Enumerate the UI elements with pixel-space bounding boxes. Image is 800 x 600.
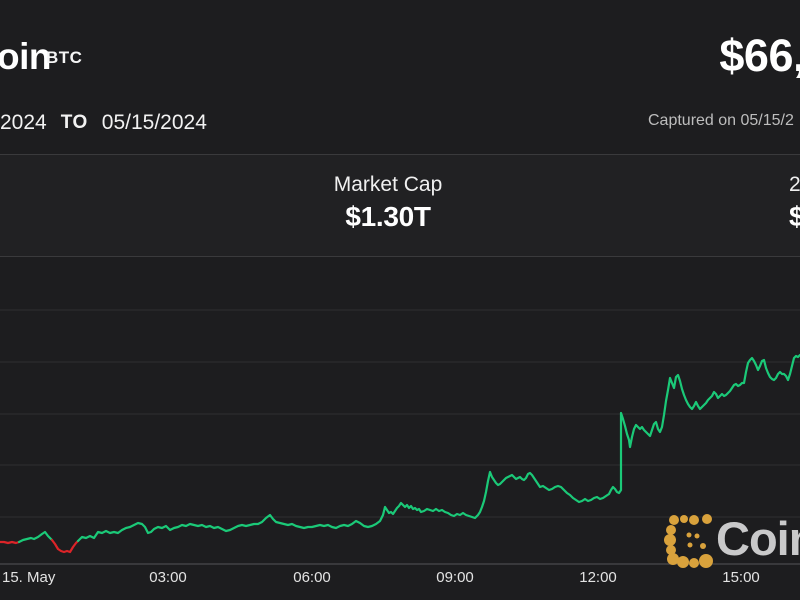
x-axis-label: 06:00 bbox=[293, 569, 331, 586]
x-axis-label: 03:00 bbox=[149, 569, 187, 586]
price-line-segment bbox=[50, 538, 80, 554]
x-axis-label: 15:00 bbox=[722, 569, 760, 586]
date-range: 2024 TO 05/15/2024 bbox=[0, 110, 207, 136]
coin-name: oin bbox=[0, 36, 51, 77]
coindesk-logo-icon bbox=[702, 514, 712, 524]
coindesk-logo-icon bbox=[699, 554, 713, 568]
market-cap-label: Market Cap bbox=[333, 173, 443, 196]
coin-symbol: BTC bbox=[46, 48, 83, 67]
price-line-segment bbox=[17, 530, 54, 544]
x-axis-label: 15. May bbox=[2, 569, 56, 586]
coindesk-logo-icon bbox=[694, 533, 700, 539]
coindesk-logo-text: Coin bbox=[716, 512, 800, 565]
coindesk-logo-icon bbox=[669, 515, 679, 525]
coindesk-logo-icon bbox=[680, 515, 688, 523]
x-axis-label: 12:00 bbox=[579, 569, 617, 586]
coindesk-logo-icon bbox=[689, 515, 699, 525]
coindesk-logo-icon bbox=[677, 556, 689, 568]
coindesk-logo-icon bbox=[666, 525, 676, 535]
coindesk-logo-icon bbox=[689, 558, 699, 568]
coindesk-logo-icon bbox=[686, 532, 692, 538]
market-cap-value: $1.30T bbox=[345, 201, 431, 232]
coindesk-logo-icon bbox=[700, 543, 706, 549]
coindesk-logo-icon bbox=[687, 542, 693, 548]
coindesk-logo-icon bbox=[667, 553, 679, 565]
price-line-segment bbox=[0, 540, 21, 545]
captured-timestamp: Captured on 05/15/2 bbox=[648, 112, 794, 129]
date-to-input[interactable]: 05/15/2024 bbox=[101, 111, 207, 134]
x-axis-label: 09:00 bbox=[436, 569, 474, 586]
next-stat-label-clipped: 2 bbox=[789, 173, 800, 196]
stats-band: Market Cap $1.30T 2 $ bbox=[0, 154, 800, 257]
next-stat-value-clipped: $ bbox=[789, 201, 800, 232]
date-from-input[interactable]: 2024 bbox=[0, 111, 47, 134]
coindesk-logo-icon bbox=[664, 534, 676, 546]
coin-price: $66, bbox=[719, 30, 800, 81]
price-line-segment bbox=[76, 353, 800, 543]
coindesk-logo-icon bbox=[666, 545, 676, 555]
x-axis: 15. May 03:00 06:00 09:00 12:00 15:00 bbox=[0, 569, 800, 593]
date-range-separator: TO bbox=[60, 112, 88, 133]
